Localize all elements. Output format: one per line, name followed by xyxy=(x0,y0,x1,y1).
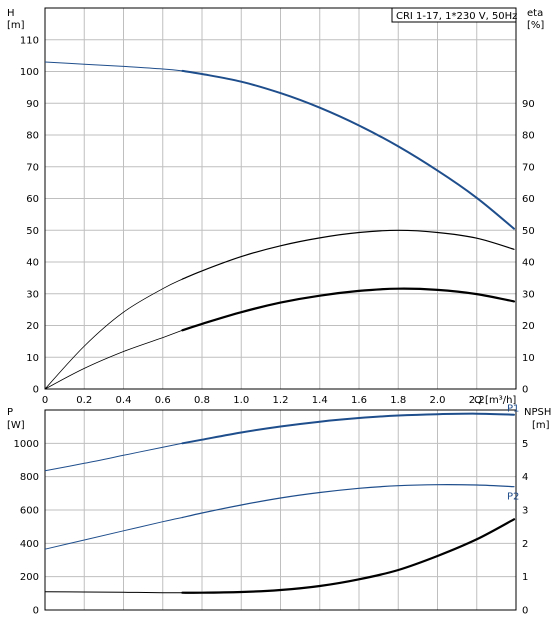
p-axis-ticks: 0 200 400 600 800 1000 xyxy=(14,439,39,617)
P2-curve-extrapolated xyxy=(44,517,183,550)
P1-curve-extrapolated xyxy=(44,442,183,472)
x-tick-label: 2.0 xyxy=(430,395,446,406)
left-tick-label: 80 xyxy=(26,131,39,142)
P1-curve xyxy=(181,412,515,445)
x-tick-label: 0.8 xyxy=(194,395,210,406)
head-curve xyxy=(181,69,515,230)
x-tick-label: 1.8 xyxy=(390,395,406,406)
right-tick-label: 5 xyxy=(522,439,528,450)
left-tick-label: 1000 xyxy=(14,439,39,450)
left-tick-label: 30 xyxy=(26,289,39,300)
left-tick-label: 20 xyxy=(26,321,39,332)
right-tick-label: 80 xyxy=(522,131,535,142)
x-tick-label: 1.4 xyxy=(312,395,328,406)
head-curve-extrapolated xyxy=(44,61,183,72)
left-tick-label: 50 xyxy=(26,226,39,237)
head-efficiency-chart: H [m] eta [%] CRI 1-17, 1*230 V, 50Hz 0 1… xyxy=(7,7,544,406)
left-tick-label: 0 xyxy=(33,385,39,396)
eta_pump-curve xyxy=(181,229,515,280)
x-tick-label: 0.4 xyxy=(116,395,132,406)
right-tick-label: 0 xyxy=(522,606,528,617)
eta-axis-ticks: 0 10 20 30 40 50 60 70 80 90 xyxy=(522,99,535,396)
right-tick-label: 2 xyxy=(522,539,528,550)
right-tick-label: 0 xyxy=(522,385,528,396)
right-tick-label: 40 xyxy=(522,258,535,269)
series-label-P1: P1 xyxy=(507,404,519,415)
head-chart-frame xyxy=(44,7,517,390)
npsh-curve-extrapolated xyxy=(44,591,183,594)
npsh-axis-unit: [m] xyxy=(532,420,550,431)
q-axis-label: Q [m³/h] xyxy=(474,395,516,406)
right-tick-label: 3 xyxy=(522,506,528,517)
right-tick-label: 50 xyxy=(522,226,535,237)
eta_total-curve-extrapolated xyxy=(44,329,183,390)
right-tick-label: 1 xyxy=(522,572,528,583)
chart-title-box xyxy=(391,7,517,23)
eta_pump-curve-extrapolated xyxy=(44,278,183,390)
power-chart-series: P1 P2 xyxy=(44,404,519,594)
left-tick-label: 800 xyxy=(20,472,39,483)
right-tick-label: 10 xyxy=(522,353,535,364)
power-chart-grid xyxy=(45,410,516,610)
left-tick-label: 110 xyxy=(20,35,39,46)
left-tick-label: 60 xyxy=(26,194,39,205)
x-tick-label: 0.2 xyxy=(76,395,92,406)
p-axis-label: P xyxy=(7,407,13,418)
npsh-curve xyxy=(181,518,516,594)
x-tick-label: 0.6 xyxy=(155,395,171,406)
head-chart-series xyxy=(44,61,516,390)
eta_total-curve xyxy=(181,287,516,332)
h-axis-ticks: 0 10 20 30 40 50 60 70 80 90 100 110 xyxy=(20,35,39,395)
right-tick-label: 20 xyxy=(522,321,535,332)
npsh-axis-label: NPSH xyxy=(524,407,551,418)
x-tick-label: 1.2 xyxy=(273,395,289,406)
x-tick-label: 0 xyxy=(42,395,48,406)
P2-curve xyxy=(181,484,515,519)
left-tick-label: 100 xyxy=(20,67,39,78)
left-tick-label: 0 xyxy=(33,606,39,617)
left-tick-label: 400 xyxy=(20,539,39,550)
p-axis-unit: [W] xyxy=(7,420,25,431)
power-chart-frame xyxy=(44,409,517,611)
right-tick-label: 90 xyxy=(522,99,535,110)
h-axis-unit: [m] xyxy=(7,20,25,31)
left-tick-label: 40 xyxy=(26,258,39,269)
left-tick-label: 200 xyxy=(20,572,39,583)
left-tick-label: 600 xyxy=(20,506,39,517)
x-tick-label: 2.2 xyxy=(469,395,485,406)
npsh-axis-ticks: 0 1 2 3 4 5 xyxy=(522,439,528,617)
h-axis-label: H xyxy=(7,8,15,19)
left-tick-label: 90 xyxy=(26,99,39,110)
right-tick-label: 30 xyxy=(522,289,535,300)
q-axis-ticks: 0 0.2 0.4 0.6 0.8 1.0 1.2 1.4 1.6 1.8 2.0 2.2 xyxy=(42,395,485,406)
chart-title: CRI 1-17, 1*230 V, 50Hz xyxy=(396,11,517,22)
right-tick-label: 4 xyxy=(522,472,528,483)
x-tick-label: 1.0 xyxy=(233,395,249,406)
left-tick-label: 10 xyxy=(26,353,39,364)
head-chart-grid xyxy=(45,8,516,389)
right-tick-label: 70 xyxy=(522,162,535,173)
right-tick-label: 60 xyxy=(522,194,535,205)
series-label-P2: P2 xyxy=(507,492,519,503)
eta-axis-label: eta xyxy=(527,8,543,19)
eta-axis-unit: [%] xyxy=(527,20,544,31)
left-tick-label: 70 xyxy=(26,162,39,173)
x-tick-label: 1.6 xyxy=(351,395,367,406)
